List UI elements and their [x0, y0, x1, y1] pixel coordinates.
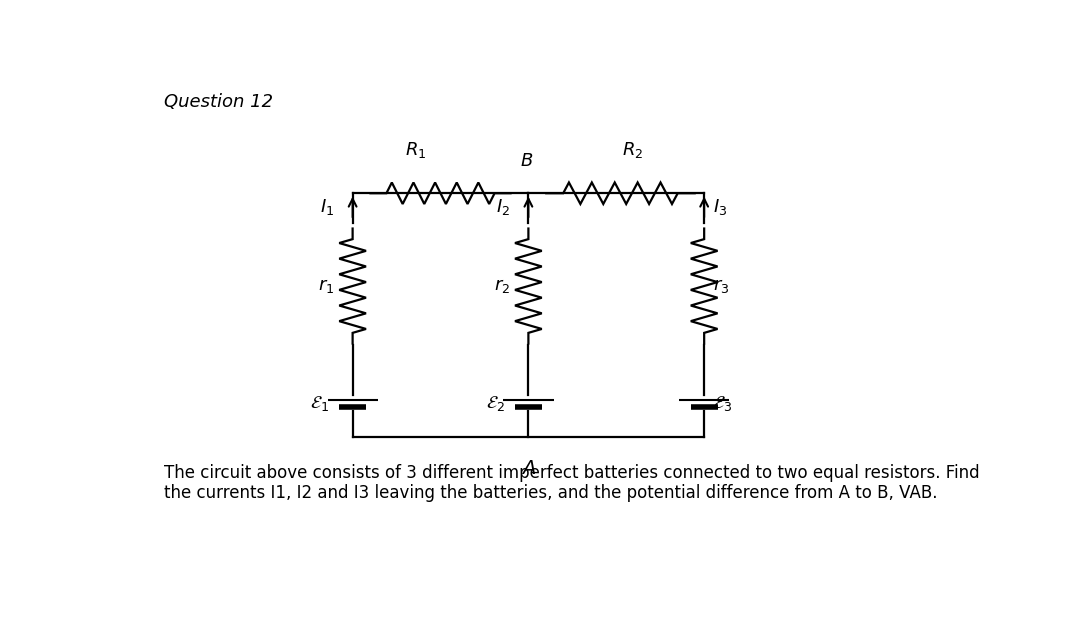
Text: $R_1$: $R_1$: [405, 140, 427, 160]
Text: $I_3$: $I_3$: [713, 197, 727, 217]
Text: $r_1$: $r_1$: [318, 277, 334, 295]
Text: The circuit above consists of 3 different imperfect batteries connected to two e: The circuit above consists of 3 differen…: [164, 464, 980, 482]
Text: $A$: $A$: [521, 459, 536, 478]
Text: $I_1$: $I_1$: [320, 197, 334, 217]
Text: $\mathcal{E}_3$: $\mathcal{E}_3$: [713, 394, 731, 413]
Text: $r_2$: $r_2$: [494, 277, 510, 295]
Text: $\mathcal{E}_2$: $\mathcal{E}_2$: [486, 394, 505, 413]
Text: $I_2$: $I_2$: [496, 197, 510, 217]
Text: Question 12: Question 12: [164, 93, 273, 111]
Text: $\mathcal{E}_1$: $\mathcal{E}_1$: [310, 394, 329, 413]
Text: $R_2$: $R_2$: [622, 140, 644, 160]
Text: the currents I1, I2 and I3 leaving the batteries, and the potential difference f: the currents I1, I2 and I3 leaving the b…: [164, 484, 937, 501]
Text: $B$: $B$: [521, 152, 534, 170]
Text: $r_3$: $r_3$: [713, 277, 729, 295]
